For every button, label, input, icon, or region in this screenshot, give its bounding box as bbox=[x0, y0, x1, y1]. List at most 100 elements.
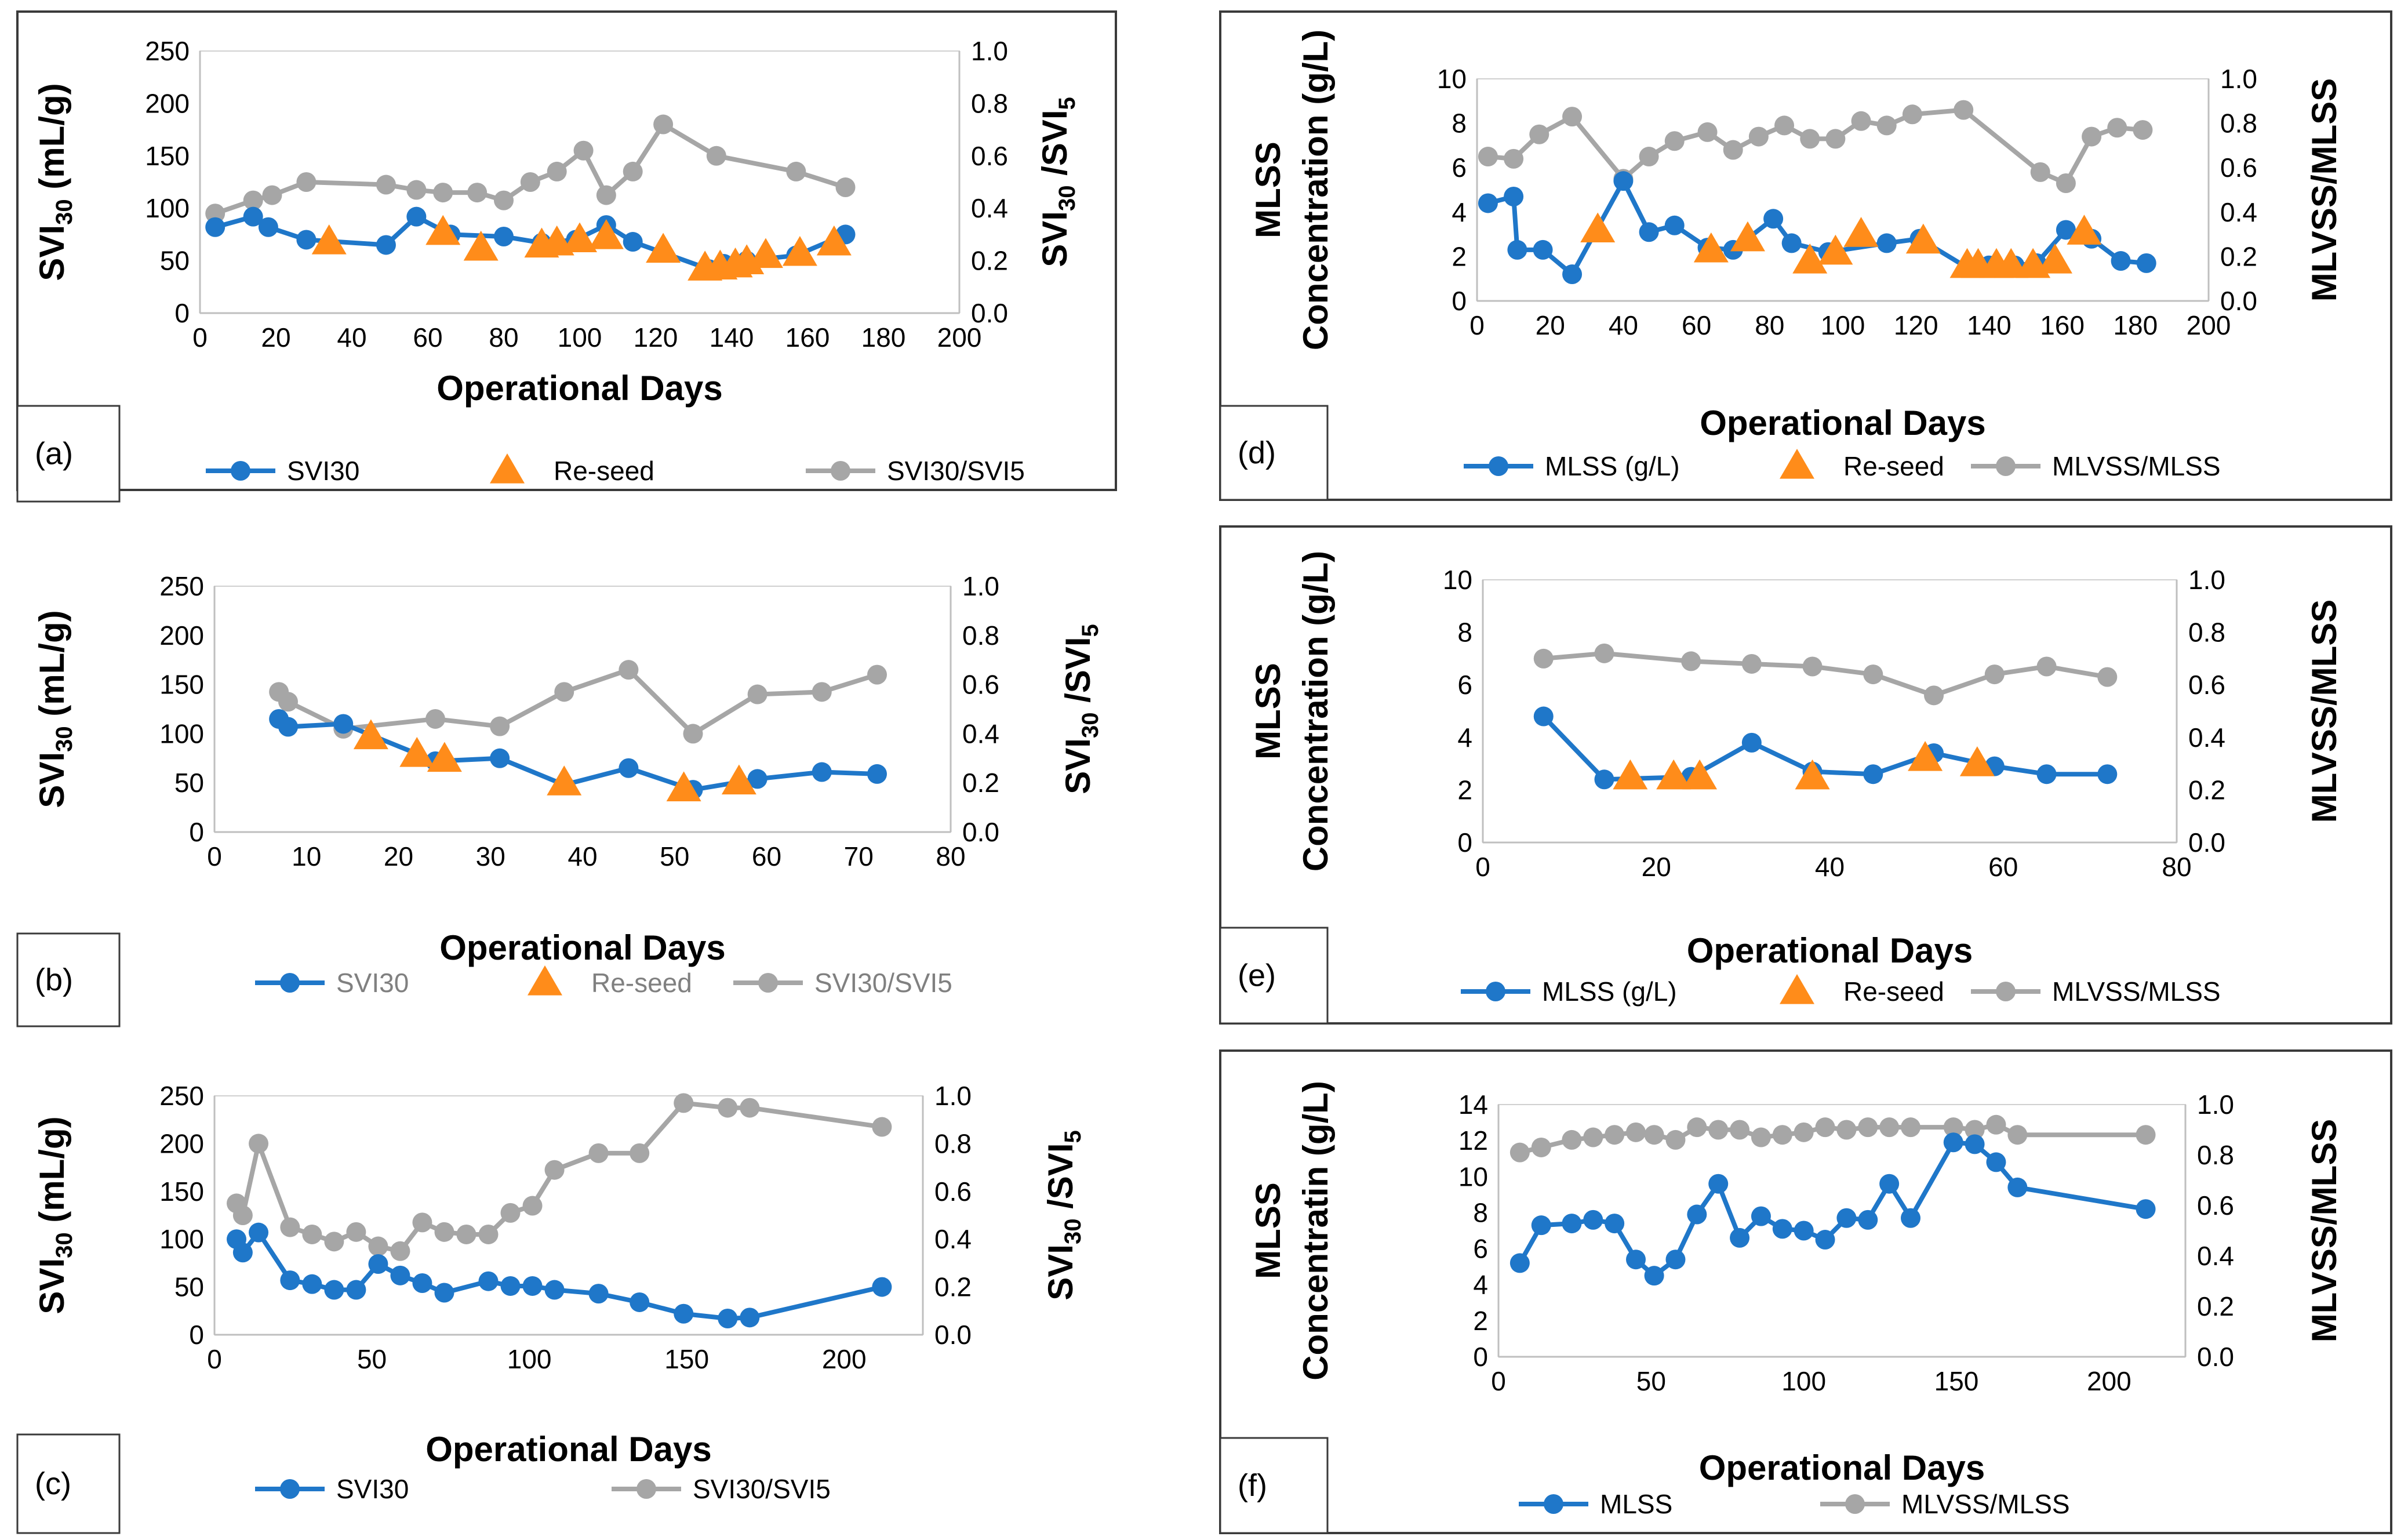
reseed-marker bbox=[816, 225, 852, 256]
y-right-tick-label: 0.8 bbox=[962, 620, 999, 651]
legend: SVI30 SVI30/SVI5 bbox=[255, 1474, 831, 1504]
legend-item: MLVSS/MLSS bbox=[1971, 976, 2221, 1007]
data-point bbox=[406, 180, 427, 200]
chart-panel-e: 0 20 40 60 80 0 2 4 6 8 10 0.0 0.2 0.4 0.6 0.8 1.0 Operat… bbox=[1219, 525, 2392, 1025]
data-point bbox=[280, 1217, 300, 1237]
panel-label: (a) bbox=[35, 437, 73, 471]
legend-item: SVI30/SVI5 bbox=[806, 456, 1025, 486]
data-point bbox=[302, 1274, 322, 1294]
data-point bbox=[390, 1265, 410, 1285]
x-tick-label: 40 bbox=[337, 322, 366, 353]
y-right-title-sub2: 5 bbox=[1054, 97, 1080, 110]
data-point bbox=[596, 185, 616, 205]
data-point bbox=[1562, 107, 1583, 127]
data-point bbox=[1876, 233, 1897, 253]
data-point bbox=[1665, 1129, 1686, 1150]
data-point bbox=[302, 1224, 322, 1244]
legend-label: Re-seed bbox=[554, 456, 654, 486]
data-point bbox=[522, 1196, 543, 1216]
data-point bbox=[544, 1160, 565, 1180]
y-left-tick-label: 4 bbox=[1473, 1270, 1488, 1300]
x-tick-label: 140 bbox=[710, 322, 754, 353]
legend-item: MLSS bbox=[1519, 1489, 1672, 1519]
y-left-tick-label: 6 bbox=[1473, 1234, 1488, 1264]
reseed-marker bbox=[311, 224, 347, 255]
y-right-tick-label: 0.8 bbox=[2197, 1140, 2234, 1170]
data-point bbox=[456, 1224, 476, 1244]
x-tick-label: 120 bbox=[1894, 310, 1938, 340]
x-tick-label: 100 bbox=[507, 1344, 552, 1374]
legend-swatch-triangle bbox=[1780, 974, 1814, 1004]
y-right-tick-label: 0.4 bbox=[962, 718, 999, 749]
reseed-marker bbox=[2037, 244, 2072, 274]
x-tick-label: 30 bbox=[476, 841, 505, 871]
legend-item: SVI30/SVI5 bbox=[612, 1474, 831, 1504]
x-tick-label: 40 bbox=[1815, 852, 1845, 882]
data-point bbox=[1836, 1120, 1857, 1140]
x-tick-label: 0 bbox=[1491, 1366, 1506, 1396]
legend-swatch-marker bbox=[280, 1479, 300, 1499]
y-left-axis-title: SVI30 (mL/g) bbox=[32, 1116, 77, 1314]
y-right-tick-label: 0.6 bbox=[934, 1176, 972, 1207]
data-point bbox=[280, 1270, 300, 1291]
data-point bbox=[346, 1280, 366, 1300]
data-point bbox=[1794, 1122, 1814, 1142]
series-svi30 bbox=[269, 709, 887, 800]
legend-label: MLSS bbox=[1600, 1489, 1672, 1519]
y-left-tick-label: 100 bbox=[159, 718, 204, 749]
legend-swatch-marker bbox=[1486, 982, 1505, 1001]
y-left-axis-title: SVI30 (mL/g) bbox=[32, 83, 77, 281]
data-point bbox=[1504, 148, 1524, 169]
data-point bbox=[412, 1212, 432, 1233]
y-right-axis-title: MLVSS/MLSS bbox=[2305, 1119, 2344, 1343]
legend-item: SVI30/SVI5 bbox=[733, 968, 952, 998]
data-point bbox=[1504, 186, 1524, 206]
data-point bbox=[1815, 1117, 1835, 1138]
panel-label: (f) bbox=[1238, 1468, 1267, 1503]
series-line bbox=[1543, 651, 2108, 698]
data-point bbox=[1639, 147, 1659, 167]
reseed-marker bbox=[427, 742, 462, 772]
data-point bbox=[2097, 667, 2118, 687]
data-point bbox=[1748, 126, 1769, 147]
y-left-axis-title-line1: MLSS bbox=[1249, 1182, 1287, 1279]
data-point bbox=[747, 684, 767, 704]
data-point bbox=[718, 1098, 738, 1118]
data-point bbox=[718, 1308, 738, 1328]
legend-label: SVI30 bbox=[336, 968, 409, 998]
y-right-title-sub: 30 bbox=[1054, 186, 1080, 212]
reseed-marker bbox=[1994, 248, 2029, 278]
legend-item: SVI30 bbox=[255, 1474, 409, 1504]
x-tick-label: 60 bbox=[413, 322, 442, 353]
data-point bbox=[1605, 1125, 1625, 1145]
data-point bbox=[324, 1280, 344, 1300]
data-point bbox=[1583, 1127, 1603, 1147]
y-left-title-tail: (mL/g) bbox=[32, 610, 71, 726]
y-left-tick-label: 200 bbox=[159, 1128, 204, 1158]
legend-label: MLVSS/MLSS bbox=[1901, 1489, 2070, 1519]
reseed-marker bbox=[1693, 232, 1729, 263]
reseed-marker bbox=[1818, 234, 1853, 265]
y-left-tick-label: 12 bbox=[1458, 1125, 1488, 1156]
data-point bbox=[812, 762, 832, 782]
data-point bbox=[1644, 1125, 1664, 1145]
chart-panel-a: 0 20 40 60 80 100 120 140 160 180 200 0 50 100 150 200 2… bbox=[16, 10, 1117, 503]
x-tick-label: 0 bbox=[1469, 310, 1485, 340]
y-right-axis-title: SVI30 /SVI5 bbox=[1035, 97, 1080, 267]
y-left-title-base: SVI bbox=[32, 225, 71, 281]
x-tick-label: 150 bbox=[1934, 1366, 1979, 1396]
data-point bbox=[368, 1236, 388, 1256]
legend-item: MLSS (g/L) bbox=[1464, 451, 1680, 481]
reseed-marker bbox=[1730, 221, 1765, 252]
reseed-marker bbox=[547, 765, 582, 796]
y-right-tick-label: 0.0 bbox=[2197, 1342, 2234, 1372]
data-point bbox=[2133, 120, 2153, 140]
x-tick-label: 80 bbox=[936, 841, 965, 871]
x-tick-label: 60 bbox=[752, 841, 781, 871]
data-point bbox=[1879, 1174, 1900, 1194]
reseed-marker bbox=[646, 233, 681, 263]
y-right-title-base: SVI bbox=[1058, 738, 1097, 794]
data-point bbox=[1562, 1129, 1582, 1150]
y-left-tick-label: 4 bbox=[1457, 722, 1472, 753]
y-left-tick-label: 8 bbox=[1452, 108, 1467, 139]
